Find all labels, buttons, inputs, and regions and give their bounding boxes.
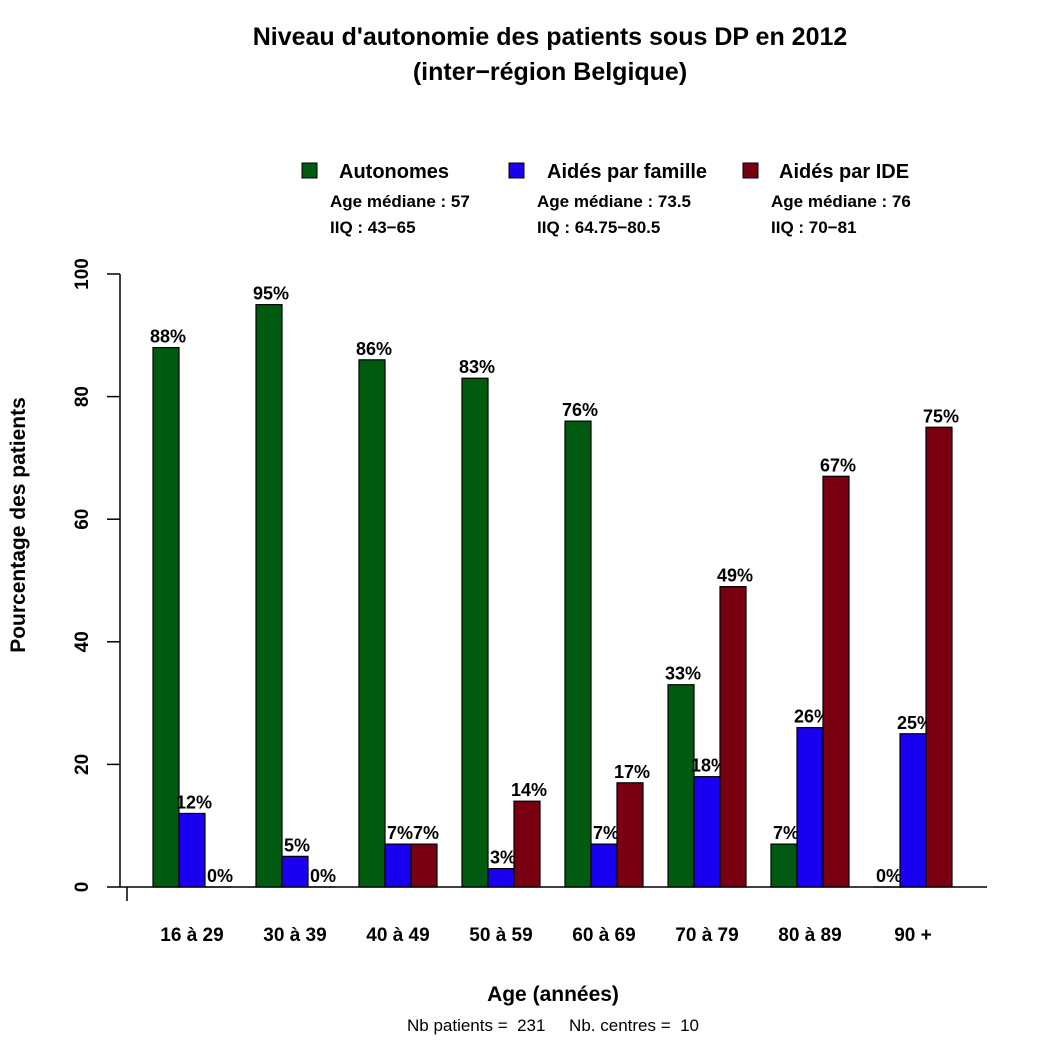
bar-aid-s-par-famille xyxy=(488,869,514,887)
y-tick-label: 60 xyxy=(72,509,93,530)
footer-text: Nb patients = 231 Nb. centres = 10 xyxy=(407,1016,699,1035)
data-label: 88% xyxy=(150,327,186,347)
data-label: 75% xyxy=(923,406,959,426)
x-tick-label: 60 à 69 xyxy=(572,925,635,946)
bar-autonomes xyxy=(668,685,694,887)
data-label: 95% xyxy=(253,284,289,304)
y-tick-label: 40 xyxy=(72,631,93,652)
data-label: 86% xyxy=(356,339,392,359)
bar-autonomes xyxy=(256,305,282,887)
legend-iiq: IIQ : 70−81 xyxy=(771,218,857,237)
x-tick-label: 40 à 49 xyxy=(366,925,429,946)
legend-median: Age médiane : 73.5 xyxy=(537,192,691,211)
legend-swatch xyxy=(743,163,758,178)
data-label: 83% xyxy=(459,357,495,377)
x-axis-label: Age (années) xyxy=(487,983,619,1006)
bar-autonomes xyxy=(771,844,797,887)
legend-swatch xyxy=(509,163,524,178)
bar-autonomes xyxy=(359,360,385,887)
bar-aid-s-par-famille xyxy=(179,813,205,887)
data-label: 3% xyxy=(490,848,516,868)
x-tick-label: 50 à 59 xyxy=(469,925,532,946)
data-label: 7% xyxy=(773,823,799,843)
chart-title-line2: (inter−région Belgique) xyxy=(413,58,687,86)
bar-autonomes xyxy=(565,421,591,887)
bar-aid-s-par-famille xyxy=(591,844,617,887)
legend-label: Autonomes xyxy=(339,161,449,183)
data-label: 0% xyxy=(310,866,336,886)
legend-median: Age médiane : 57 xyxy=(330,192,470,211)
legend-label: Aidés par IDE xyxy=(779,161,909,183)
legend-iiq: IIQ : 43−65 xyxy=(330,218,416,237)
legend: Autonomes Age médiane : 57 IIQ : 43−65 Aidé… xyxy=(302,161,911,237)
y-tick-label: 80 xyxy=(72,386,93,407)
data-label: 33% xyxy=(665,664,701,684)
bar-aid-s-par-famille xyxy=(797,728,823,887)
data-label: 49% xyxy=(717,566,753,586)
bar-aid-s-par-famille xyxy=(282,856,308,887)
data-label: 17% xyxy=(614,762,650,782)
bar-aid-s-par-ide xyxy=(720,587,746,887)
bar-aid-s-par-famille xyxy=(900,734,926,887)
data-label: 7% xyxy=(387,823,413,843)
y-tick-label: 20 xyxy=(72,754,93,775)
y-tick-label: 0 xyxy=(72,882,93,893)
chart-title-line1: Niveau d'autonomie des patients sous DP … xyxy=(253,23,848,51)
data-label: 76% xyxy=(562,400,598,420)
bar-aid-s-par-famille xyxy=(694,777,720,887)
legend-label: Aidés par famille xyxy=(547,161,707,183)
bar-autonomes xyxy=(462,378,488,887)
y-axis-label: Pourcentage des patients xyxy=(7,397,30,653)
data-label: 67% xyxy=(820,455,856,475)
data-label: 5% xyxy=(284,835,310,855)
x-tick-label: 70 à 79 xyxy=(675,925,738,946)
legend-median: Age médiane : 76 xyxy=(771,192,911,211)
legend-swatch xyxy=(302,163,317,178)
bar-aid-s-par-ide xyxy=(823,476,849,887)
data-label: 12% xyxy=(176,792,212,812)
y-tick-label: 100 xyxy=(72,258,93,290)
data-label: 0% xyxy=(207,866,233,886)
bar-aid-s-par-famille xyxy=(385,844,411,887)
data-label: 0% xyxy=(876,866,902,886)
bar-aid-s-par-ide xyxy=(926,427,952,887)
x-tick-label: 80 à 89 xyxy=(778,925,841,946)
data-label: 14% xyxy=(511,780,547,800)
bar-aid-s-par-ide xyxy=(617,783,643,887)
bar-aid-s-par-ide xyxy=(514,801,540,887)
data-label: 7% xyxy=(413,823,439,843)
legend-iiq: IIQ : 64.75−80.5 xyxy=(537,218,660,237)
data-label: 7% xyxy=(593,823,619,843)
x-tick-label: 30 à 39 xyxy=(263,925,326,946)
x-tick-label: 16 à 29 xyxy=(160,925,223,946)
bar-aid-s-par-ide xyxy=(411,844,437,887)
x-tick-label: 90 + xyxy=(894,925,932,946)
